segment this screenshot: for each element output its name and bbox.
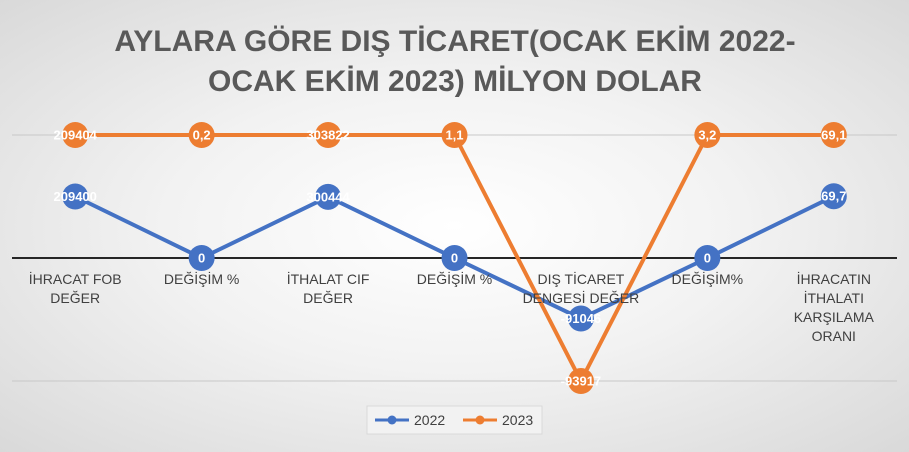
point: 1,1	[441, 122, 468, 148]
x-tick-label: İHRACATIN İTHALATI KARŞILAMA ORANI	[793, 271, 874, 344]
chart-title: AYLARA GÖRE DIŞ TİCARET(OCAK EKİM 2022-O…	[114, 25, 796, 98]
data-label: 209404	[54, 128, 98, 143]
legend-label: 2022	[414, 412, 445, 428]
point: 3,2	[694, 122, 721, 148]
marker	[315, 122, 342, 148]
data-label: 69,7	[821, 189, 846, 204]
marker	[441, 122, 468, 148]
legend-marker	[475, 415, 485, 425]
data-label: 0	[704, 251, 711, 266]
marker	[820, 122, 847, 148]
data-label: -91046	[561, 311, 601, 326]
point: 0	[188, 245, 215, 271]
x-tick-label: DEĞİŞİM%	[671, 271, 744, 287]
point: 209404	[54, 122, 98, 148]
point: -91046	[561, 305, 601, 332]
markers: 209400 0 300444 0 -91046 0 69,7 209404 0,2 303822…	[54, 122, 847, 394]
marker	[188, 245, 215, 271]
data-label: 3,2	[698, 128, 716, 143]
x-tick-label: İHRACAT FOB DEĞER	[28, 271, 122, 306]
point: 0	[694, 245, 721, 271]
data-label: 209400	[54, 189, 97, 204]
data-label: 303822	[306, 128, 349, 143]
legend-marker	[387, 415, 397, 425]
x-tick-label: İTHALAT CIF DEĞER	[286, 271, 370, 306]
point: -93917	[561, 368, 601, 394]
marker	[441, 245, 468, 271]
point: 300444	[306, 183, 351, 210]
point: 209400	[54, 183, 97, 210]
data-label: 0	[198, 251, 205, 266]
marker	[567, 305, 594, 332]
x-tick-label: DEĞİŞİM %	[416, 271, 493, 287]
data-label: -93917	[561, 374, 601, 389]
x-tick-label: DEĞİŞİM %	[163, 271, 240, 287]
data-label: 300444	[306, 189, 350, 204]
marker	[62, 122, 89, 148]
point: 0	[441, 245, 468, 271]
point: 69,7	[820, 183, 847, 210]
marker	[62, 183, 89, 210]
point: 0,2	[188, 122, 215, 148]
data-label: 0	[451, 251, 458, 266]
data-label: 1,1	[445, 128, 463, 143]
point: 69,1	[820, 122, 847, 148]
marker	[567, 368, 594, 394]
data-label: 0,2	[193, 128, 211, 143]
marker	[694, 245, 721, 271]
data-label: 69,1	[821, 128, 846, 143]
point: 303822	[306, 122, 350, 148]
marker	[188, 122, 215, 148]
marker	[820, 183, 847, 210]
x-tick-label: DIŞ TİCARET DENGESİ DEĞER	[522, 271, 640, 306]
legend-label: 2023	[502, 412, 533, 428]
marker	[315, 183, 342, 210]
marker	[694, 122, 721, 148]
